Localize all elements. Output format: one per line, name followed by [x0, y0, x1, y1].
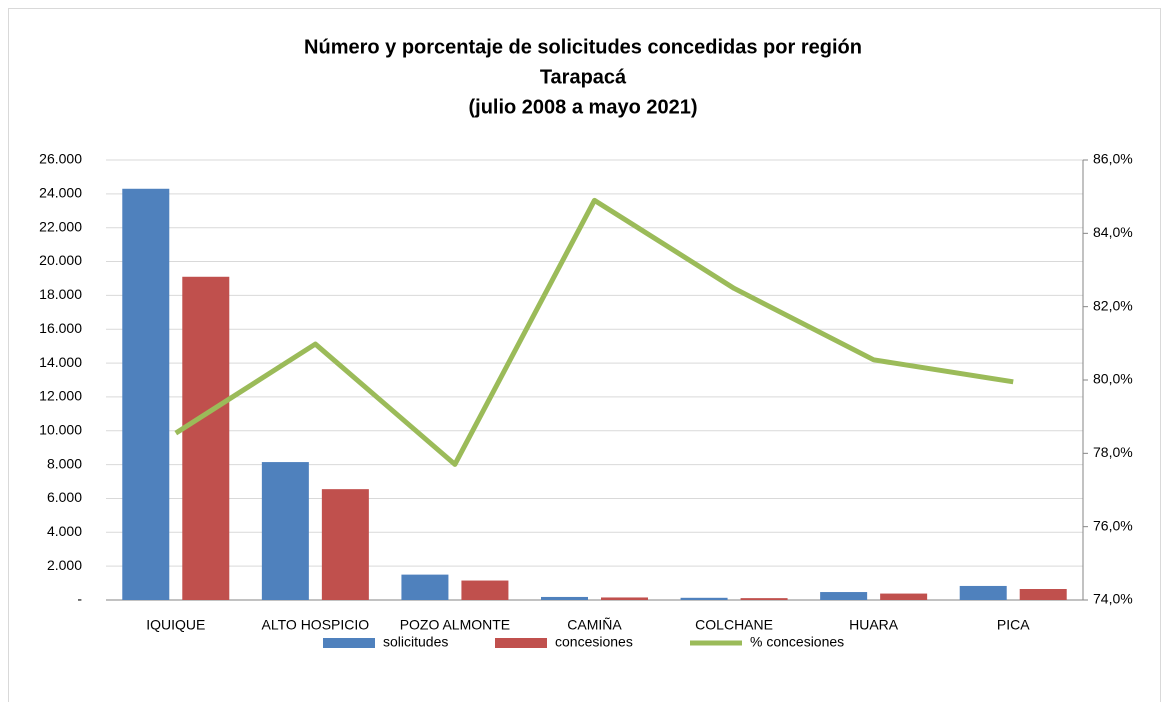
- chart-title: (julio 2008 a mayo 2021): [468, 96, 697, 118]
- y2-tick-label: 76,0%: [1093, 517, 1133, 533]
- y-tick-label: 6.000: [47, 489, 82, 505]
- x-tick-label: CAMIÑA: [567, 617, 622, 633]
- y-tick-label: 10.000: [39, 421, 82, 437]
- bar: [1019, 589, 1067, 600]
- bar: [740, 598, 788, 600]
- y-tick-label: 26.000: [39, 151, 82, 167]
- x-tick-label: COLCHANE: [695, 617, 773, 633]
- bar: [601, 597, 648, 600]
- y-tick-label: 2.000: [47, 557, 82, 573]
- y-tick-label: 18.000: [39, 286, 82, 302]
- bar: [820, 592, 868, 600]
- legend-label: solicitudes: [383, 634, 448, 650]
- y-tick-label: -: [77, 591, 82, 607]
- y2-tick-label: 74,0%: [1093, 591, 1133, 607]
- x-tick-label: HUARA: [849, 617, 899, 633]
- x-tick-label: IQUIQUE: [146, 617, 205, 633]
- bar: [880, 593, 928, 600]
- y-tick-label: 12.000: [39, 388, 82, 404]
- x-tick-label: POZO ALMONTE: [400, 617, 510, 633]
- x-tick-label: ALTO HOSPICIO: [262, 617, 370, 633]
- x-tick-label: PICA: [997, 617, 1030, 633]
- y2-tick-label: 86,0%: [1093, 151, 1133, 167]
- legend-swatch: [495, 638, 547, 648]
- y-tick-label: 22.000: [39, 218, 82, 234]
- bar: [401, 574, 449, 600]
- bar: [541, 596, 588, 600]
- chart-title: Número y porcentaje de solicitudes conce…: [304, 36, 862, 58]
- y2-tick-label: 84,0%: [1093, 224, 1133, 240]
- bar: [680, 597, 728, 600]
- chart-frame: [8, 8, 1161, 702]
- y-tick-label: 20.000: [39, 252, 82, 268]
- bar: [321, 489, 369, 600]
- y-tick-label: 4.000: [47, 523, 82, 539]
- chart-title: Tarapacá: [540, 66, 627, 88]
- bar: [959, 585, 1007, 600]
- y-tick-label: 24.000: [39, 185, 82, 201]
- y-tick-label: 8.000: [47, 455, 82, 471]
- y-tick-label: 14.000: [39, 354, 82, 370]
- y-tick-label: 16.000: [39, 320, 82, 336]
- bar: [261, 462, 309, 600]
- bar: [182, 276, 230, 600]
- legend-swatch: [323, 638, 375, 648]
- y2-tick-label: 82,0%: [1093, 297, 1133, 313]
- line-series: [174, 197, 1014, 467]
- bar: [461, 580, 509, 600]
- y2-tick-label: 78,0%: [1093, 444, 1133, 460]
- bar: [122, 188, 170, 600]
- legend-label: % concesiones: [750, 634, 844, 650]
- legend-label: concesiones: [555, 634, 633, 650]
- y2-tick-label: 80,0%: [1093, 371, 1133, 387]
